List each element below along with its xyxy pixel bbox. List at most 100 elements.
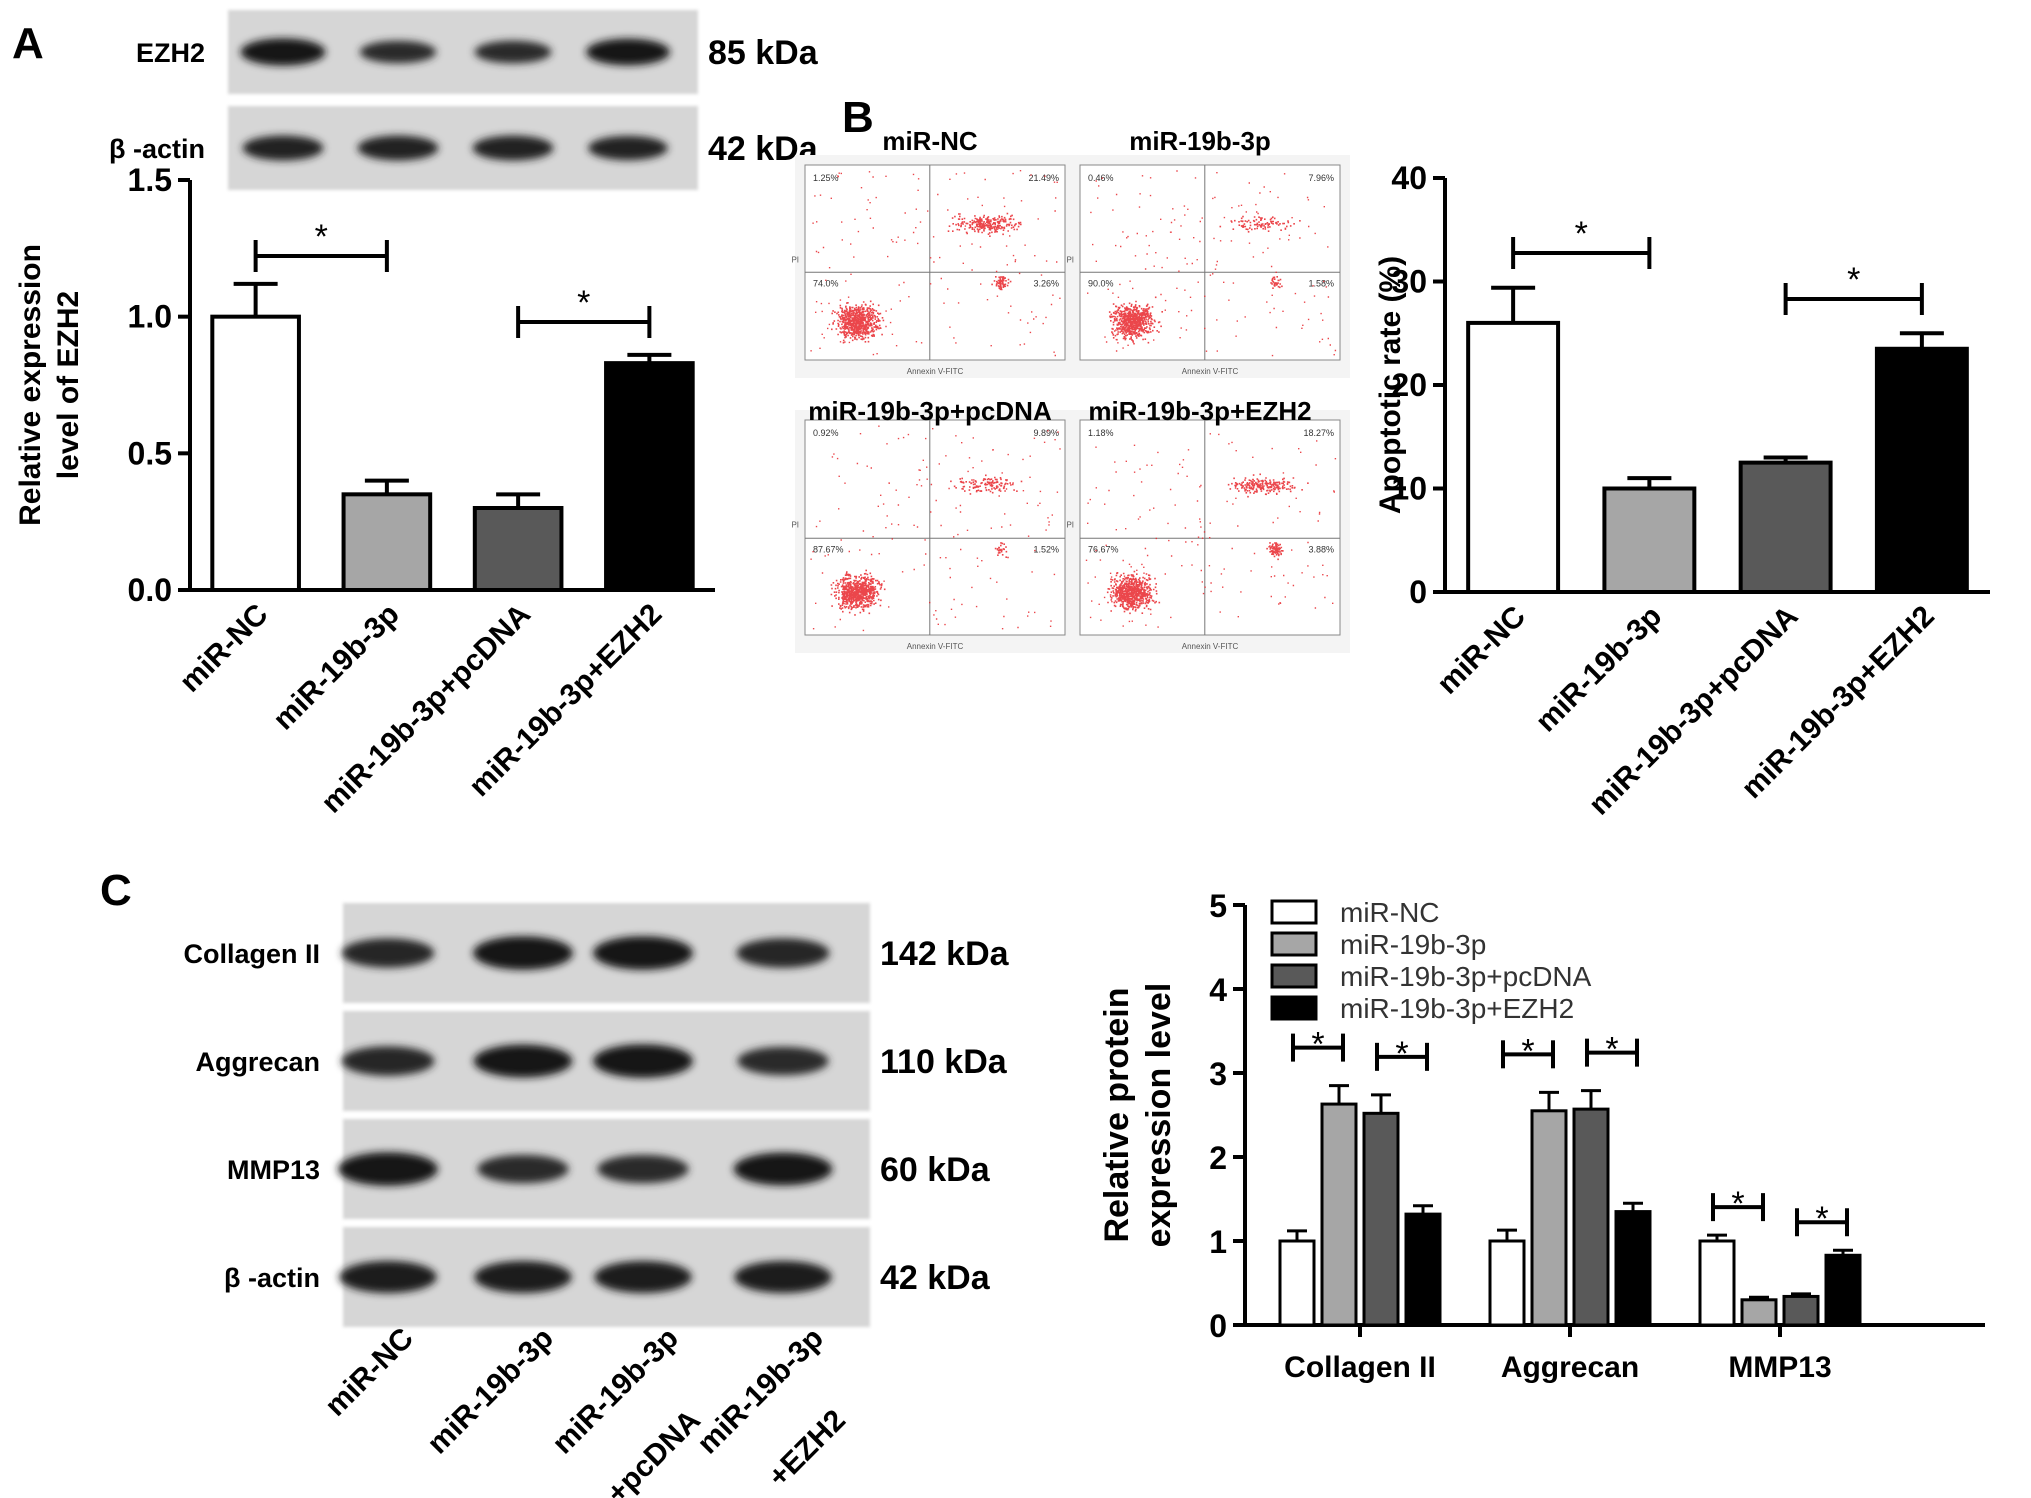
quadrant-ur: 18.27% <box>1303 428 1334 438</box>
legend-swatch <box>1270 931 1318 957</box>
bar-miR-19b-3p+EZH2 <box>1874 346 1969 594</box>
flow-events <box>1085 433 1337 628</box>
flow-plot-title: miR-19b-3p <box>1129 126 1271 156</box>
significance-star: * <box>1731 1185 1744 1223</box>
y-tick-label: 1.0 <box>128 299 172 335</box>
blot-band <box>341 1046 435 1076</box>
flow-events <box>810 425 1061 632</box>
blot-protein-label: MMP13 <box>227 1155 320 1185</box>
blot-kda-label: 42 kDa <box>880 1259 991 1297</box>
y-tick-label: 40 <box>1391 160 1427 196</box>
quadrant-ll: 74.0% <box>813 278 839 288</box>
blot-protein-label: Collagen II <box>183 939 320 969</box>
flow-x-axis-label: Annexin V-FITC <box>907 367 964 376</box>
blot-band <box>734 1260 832 1294</box>
bar-miR-NC-Collagen II <box>1278 1239 1316 1327</box>
blot-band <box>736 938 830 968</box>
quadrant-ll: 76.67% <box>1088 544 1119 554</box>
bar-miR-NC <box>210 314 301 592</box>
bar-miR-19b-3p+pcDNA-Aggrecan <box>1572 1107 1610 1327</box>
grouped-bar-chart-c: 0 1 2 3 4 5 Relative protein expression level Co… <box>1098 888 1985 1384</box>
quadrant-ur: 7.96% <box>1308 173 1334 183</box>
blot-band <box>242 135 324 161</box>
lane-label-1: miR-19b-3p <box>421 1322 560 1461</box>
quadrant-lr: 1.52% <box>1033 544 1059 554</box>
blot-band <box>240 38 326 66</box>
blot-band <box>588 135 668 161</box>
bar-miR-19b-3p+EZH2-Aggrecan <box>1614 1210 1652 1327</box>
bar-miR-NC-Aggrecan <box>1488 1239 1526 1327</box>
blot-band <box>593 936 693 970</box>
bar-miR-19b-3p+pcDNA-Collagen II <box>1362 1111 1400 1327</box>
western-blot-c: Collagen II 142 kDa Aggrecan 110 kDa MMP13 60… <box>183 903 1010 1498</box>
flow-cytometry-plots: miR-NC 1.25% 21.49% 74.0% 3.26% Annexin V-FIT… <box>791 126 1350 653</box>
blot-protein-label: EZH2 <box>136 38 205 68</box>
blot-band <box>341 938 435 968</box>
bar-miR-19b-3p+EZH2-Collagen II <box>1404 1212 1442 1327</box>
quadrant-ul: 0.92% <box>813 428 839 438</box>
blot-band <box>359 40 437 64</box>
y-tick-label: 1 <box>1209 1224 1227 1260</box>
lane-label-sub-3: +EZH2 <box>762 1404 852 1494</box>
blot-kda-label: 85 kDa <box>708 34 819 72</box>
bar-chart-a: 0.00.51.01.5miR-NCmiR-19b-3pmiR-19b-3p+p… <box>14 162 715 820</box>
blot-band <box>472 135 554 161</box>
flow-plot-title: miR-19b-3p+EZH2 <box>1088 396 1311 426</box>
panel-label-c: C <box>100 866 132 915</box>
blot-band <box>474 1260 572 1294</box>
bar-miR-NC <box>1466 320 1561 594</box>
panel-label-a: A <box>12 19 44 68</box>
legend-label: miR-19b-3p+EZH2 <box>1340 993 1574 1024</box>
bar-miR-19b-3p <box>1602 486 1697 594</box>
blot-band <box>737 1046 829 1076</box>
bar-miR-19b-3p+pcDNA <box>472 506 564 592</box>
blot-band <box>338 1152 438 1186</box>
significance-star: * <box>1521 1032 1534 1070</box>
blot-kda-label: 60 kDa <box>880 1151 991 1189</box>
flow-plot-frame <box>804 419 1066 636</box>
bar-miR-19b-3p-Aggrecan <box>1530 1109 1568 1327</box>
blot-band <box>473 936 573 970</box>
legend-swatch <box>1270 995 1318 1021</box>
x-tick-label: miR-19b-3p <box>1529 600 1668 739</box>
x-tick-label: Aggrecan <box>1501 1351 1639 1384</box>
blot-protein-label: β -actin <box>109 134 205 164</box>
y-axis-label: Relative expression <box>14 244 47 526</box>
y-axis-label: Relative protein <box>1098 987 1136 1242</box>
bar-miR-19b-3p-Collagen II <box>1320 1102 1358 1327</box>
quadrant-ur: 21.49% <box>1028 173 1059 183</box>
y-tick-label: 5 <box>1209 888 1227 924</box>
bar-miR-19b-3p <box>341 492 433 593</box>
bar-chart-b: 010203040miR-NCmiR-19b-3pmiR-19b-3p+pcDN… <box>1374 160 1990 822</box>
blot-kda-label: 110 kDa <box>880 1043 1008 1081</box>
quadrant-ll: 90.0% <box>1088 278 1114 288</box>
blot-protein-label: Aggrecan <box>195 1047 320 1077</box>
significance-star: * <box>577 284 590 322</box>
quadrant-lr: 1.58% <box>1308 278 1334 288</box>
panel-label-b: B <box>842 93 874 142</box>
quadrant-lr: 3.88% <box>1308 544 1334 554</box>
significance-star: * <box>315 218 328 256</box>
blot-band <box>474 40 552 64</box>
significance-star: * <box>1575 215 1588 253</box>
y-tick-label: 0.5 <box>128 435 172 471</box>
flow-y-axis-label: PI <box>791 521 799 530</box>
flow-x-axis-label: Annexin V-FITC <box>1182 367 1239 376</box>
y-tick-label: 0 <box>1209 1308 1227 1344</box>
flow-x-axis-label: Annexin V-FITC <box>1182 642 1239 651</box>
flow-x-axis-label: Annexin V-FITC <box>907 642 964 651</box>
x-tick-label: MMP13 <box>1728 1351 1831 1384</box>
quadrant-ur: 9.89% <box>1033 428 1059 438</box>
blot-band <box>597 1154 689 1184</box>
blot-band <box>586 38 670 66</box>
significance-star: * <box>1311 1026 1324 1064</box>
y-tick-label: 10 <box>1391 471 1427 507</box>
legend-label: miR-NC <box>1340 897 1440 928</box>
quadrant-ul: 1.25% <box>813 173 839 183</box>
blot-protein-label: β -actin <box>224 1263 320 1293</box>
y-tick-label: 30 <box>1391 264 1427 300</box>
bar-miR-NC-MMP13 <box>1698 1239 1736 1327</box>
blot-kda-label: 142 kDa <box>880 935 1010 973</box>
